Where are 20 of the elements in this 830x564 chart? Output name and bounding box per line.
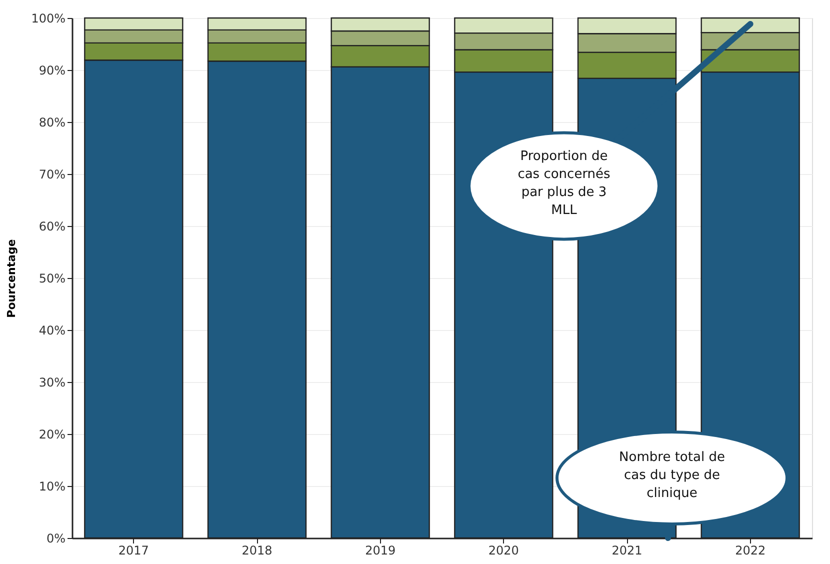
y-tick-label: 90% [38,64,66,78]
x-tick-label: 2018 [242,544,272,558]
x-tick-label: 2021 [612,544,642,558]
y-tick-label: 10% [38,480,66,494]
y-tick-label: 30% [38,376,66,390]
x-tick-label: 2017 [118,544,149,558]
x-tick-label: 2020 [488,544,519,558]
y-tick-label: 100% [31,12,66,26]
y-tick-label: 0% [46,532,66,546]
x-tick-label: 2019 [365,544,396,558]
y-tick-label: 20% [38,428,66,442]
y-tick-label: 80% [38,116,66,130]
annotation: Proportion de cas concernés par plus de 3 MLL [518,149,611,218]
annotation: Nombre total de cas du type de clinique [619,450,725,501]
y-tick-label: 50% [38,272,66,286]
x-tick-label: 2022 [735,544,766,558]
y-tick-label: 70% [38,168,66,182]
y-tick-label: 40% [38,324,66,338]
y-tick-label: 60% [38,220,66,234]
y-axis-title: Pourcentage [5,239,18,318]
